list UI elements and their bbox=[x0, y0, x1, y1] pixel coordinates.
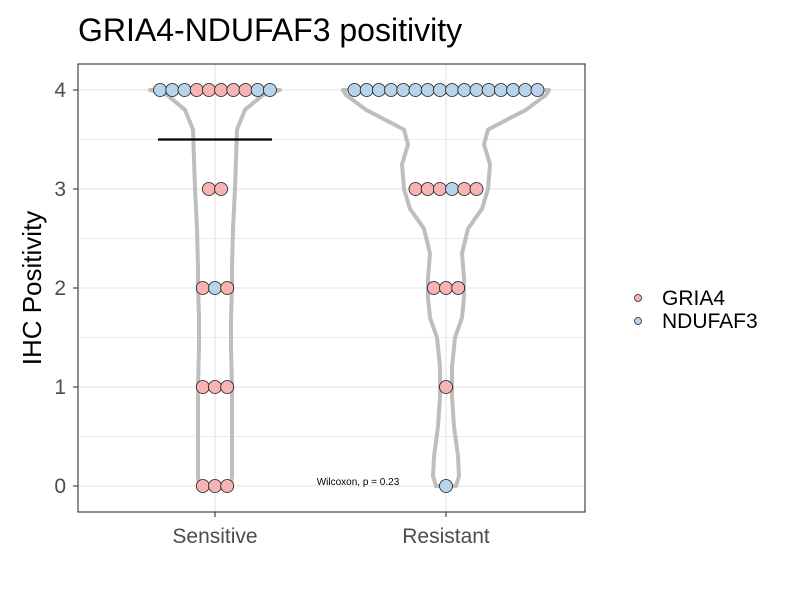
legend-label-gria4: GRIA4 bbox=[662, 287, 725, 310]
dot-ndufaf3 bbox=[408, 83, 423, 97]
dot-gria4 bbox=[226, 83, 241, 97]
dot-gria4 bbox=[426, 281, 441, 295]
stat-annotation: Wilcoxon, p = 0.23 bbox=[317, 477, 400, 488]
dot-ndufaf3 bbox=[208, 281, 222, 295]
dot-ndufaf3 bbox=[493, 83, 508, 97]
dot-gria4 bbox=[201, 83, 216, 97]
dot-ndufaf3 bbox=[530, 83, 545, 97]
y-tick-label: 1 bbox=[54, 376, 66, 399]
dot-gria4 bbox=[220, 281, 235, 295]
dot-gria4 bbox=[439, 281, 453, 295]
legend-key-ndufaf3 bbox=[634, 317, 642, 325]
dot-ndufaf3 bbox=[153, 83, 168, 97]
dot-gria4 bbox=[469, 182, 484, 196]
dot-ndufaf3 bbox=[396, 83, 411, 97]
x-tick-label: Resistant bbox=[402, 525, 490, 548]
dot-gria4 bbox=[408, 182, 423, 196]
dot-ndufaf3 bbox=[457, 83, 472, 97]
dot-ndufaf3 bbox=[177, 83, 192, 97]
dot-ndufaf3 bbox=[445, 83, 460, 97]
dot-ndufaf3 bbox=[165, 83, 180, 97]
y-axis: 0 1 2 3 4 bbox=[54, 79, 78, 498]
dot-gria4 bbox=[208, 479, 222, 493]
dot-gria4 bbox=[432, 182, 447, 196]
dot-ndufaf3 bbox=[439, 479, 453, 493]
legend: GRIA4 NDUFAF3 bbox=[634, 287, 758, 333]
dot-ndufaf3 bbox=[518, 83, 533, 97]
dot-layer bbox=[153, 83, 545, 493]
dot-ndufaf3 bbox=[250, 83, 265, 97]
dot-gria4 bbox=[195, 380, 210, 394]
dot-gria4 bbox=[195, 281, 210, 295]
dot-ndufaf3 bbox=[262, 83, 277, 97]
y-axis-label: IHC Positivity bbox=[17, 211, 47, 366]
dot-ndufaf3 bbox=[445, 182, 460, 196]
dot-ndufaf3 bbox=[359, 83, 374, 97]
dot-ndufaf3 bbox=[420, 83, 435, 97]
dot-gria4 bbox=[439, 380, 453, 394]
dot-ndufaf3 bbox=[371, 83, 386, 97]
chart-title: GRIA4-NDUFAF3 positivity bbox=[78, 12, 462, 48]
dot-gria4 bbox=[195, 479, 210, 493]
grid-lines bbox=[78, 64, 585, 512]
dot-ndufaf3 bbox=[481, 83, 496, 97]
dot-ndufaf3 bbox=[432, 83, 447, 97]
dot-ndufaf3 bbox=[469, 83, 484, 97]
dot-ndufaf3 bbox=[347, 83, 362, 97]
y-tick-label: 2 bbox=[54, 277, 66, 300]
dot-gria4 bbox=[457, 182, 472, 196]
dot-ndufaf3 bbox=[384, 83, 399, 97]
dot-gria4 bbox=[208, 380, 222, 394]
dot-gria4 bbox=[214, 182, 229, 196]
dot-gria4 bbox=[201, 182, 216, 196]
violin-resistant bbox=[341, 88, 551, 488]
y-tick-label: 4 bbox=[54, 79, 66, 102]
dot-ndufaf3 bbox=[506, 83, 520, 97]
y-tick-label: 3 bbox=[54, 178, 66, 201]
dot-gria4 bbox=[214, 83, 229, 97]
x-tick-label: Sensitive bbox=[172, 525, 257, 548]
y-tick-label: 0 bbox=[54, 475, 66, 498]
dot-gria4 bbox=[238, 83, 253, 97]
dot-gria4 bbox=[220, 479, 235, 493]
dot-gria4 bbox=[189, 83, 204, 97]
x-axis: Sensitive Resistant bbox=[172, 512, 490, 548]
dot-gria4 bbox=[420, 182, 435, 196]
legend-label-ndufaf3: NDUFAF3 bbox=[662, 310, 758, 333]
dot-gria4 bbox=[220, 380, 235, 394]
legend-key-gria4 bbox=[634, 294, 642, 302]
dot-gria4 bbox=[451, 281, 466, 295]
